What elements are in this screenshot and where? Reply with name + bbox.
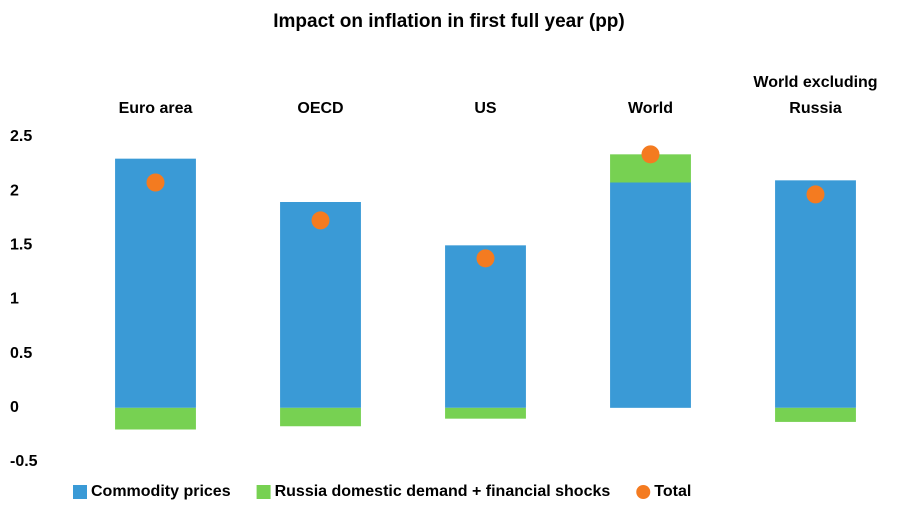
y-tick-label: 1.5 (10, 237, 32, 254)
y-tick-label: 1 (10, 291, 19, 308)
chart-title: Impact on inflation in first full year (… (273, 11, 625, 32)
total-dot (476, 249, 495, 268)
category-label: US (474, 100, 497, 117)
bar (775, 407, 856, 422)
bar (445, 245, 526, 408)
y-tick-label: -0.5 (10, 453, 38, 470)
bar (280, 407, 361, 427)
legend-label: Commodity prices (91, 483, 231, 500)
legend-label: Russia domestic demand + financial shock… (275, 483, 611, 500)
category-label: World (627, 100, 674, 117)
legend-label: Total (654, 483, 691, 500)
total-dot (146, 173, 165, 192)
bar (610, 182, 691, 408)
legend-swatch (73, 485, 87, 499)
bar (775, 180, 856, 408)
bar (280, 202, 361, 408)
y-tick-label: 0 (10, 399, 19, 416)
category-label: Euro area (118, 100, 193, 117)
y-tick-label: 2.5 (10, 128, 32, 145)
total-dot (311, 211, 330, 230)
total-dot (641, 145, 660, 164)
category-label: OECD (297, 100, 344, 117)
legend-swatch (256, 485, 271, 499)
bar (115, 158, 196, 408)
bar (445, 407, 526, 419)
total-dot (806, 185, 825, 204)
y-tick-label: 0.5 (10, 345, 32, 362)
y-tick-label: 2 (10, 182, 19, 199)
legend-swatch (636, 485, 651, 499)
bar (115, 407, 196, 430)
category-label: World excluding Russia (753, 74, 878, 117)
